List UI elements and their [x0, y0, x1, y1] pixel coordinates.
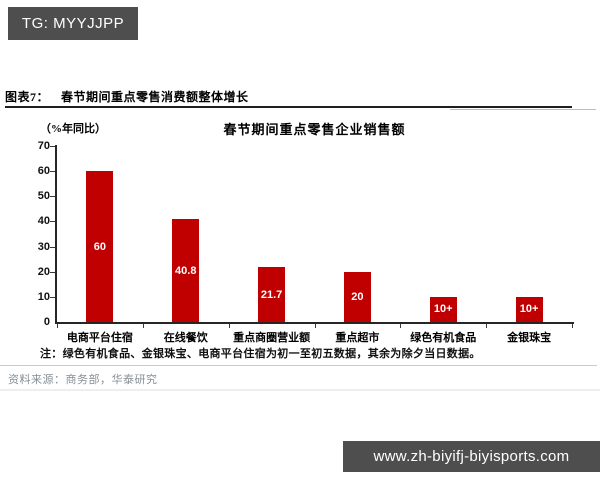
bar-value-label: 10+	[519, 303, 539, 316]
bar-value-label: 60	[93, 240, 107, 253]
bar-value-label: 20	[351, 290, 364, 303]
figure-bottom-divider	[0, 389, 600, 391]
telegram-watermark-text: TG: MYYJJPP	[21, 15, 125, 32]
y-axis-unit-label: （%年同比）	[40, 123, 106, 135]
x-category-label: 重点商圈营业额	[233, 332, 311, 344]
figure-title: 春节期间重点零售消费额整体增长	[61, 90, 249, 104]
y-tick-mark	[50, 146, 55, 147]
y-tick-label: 40	[37, 215, 50, 228]
x-tick-mark	[572, 324, 573, 328]
figure-number-label: 图表7：	[5, 90, 50, 104]
x-category-label: 在线餐饮	[163, 332, 208, 344]
telegram-watermark-banner: TG: MYYJJPP	[8, 7, 138, 40]
x-axis-labels: 电商平台住宿 在线餐饮 重点商圈营业额 重点超市 绿色有机食品 金银珠宝	[57, 329, 572, 345]
x-tick-mark	[314, 324, 316, 328]
website-watermark-banner: www.zh-biyifj-biyisports.com	[343, 441, 600, 472]
bar: 10+	[515, 296, 543, 322]
x-tick-mark	[142, 324, 144, 328]
y-tick-mark	[50, 246, 55, 248]
y-tick-mark	[50, 271, 55, 273]
x-axis-line	[55, 322, 574, 324]
bar: 10+	[429, 296, 457, 322]
bar: 21.7	[258, 267, 286, 322]
y-tick-label: 10	[37, 290, 50, 303]
y-tick-label: 20	[37, 265, 50, 278]
y-tick-label: 70	[37, 140, 50, 152]
y-axis-labels: 0 10 20 30 40 50 60 70	[0, 140, 50, 328]
bar: 40.8	[172, 219, 200, 322]
x-category-label: 金银珠宝	[507, 332, 552, 344]
data-source-text: 资料来源：商务部，华泰研究	[8, 374, 158, 386]
bar-value-label: 40.8	[175, 264, 197, 277]
y-tick-mark	[50, 296, 55, 298]
bar: 20	[343, 271, 371, 322]
chart-note: 注：绿色有机食品、金银珠宝、电商平台住宿为初一至初五数据，其余为除夕当日数据。	[40, 348, 481, 360]
y-tick-label: 0	[43, 316, 50, 328]
website-watermark-text: www.zh-biyifj-biyisports.com	[373, 448, 570, 465]
y-axis-line	[55, 145, 57, 324]
x-category-label: 重点超市	[335, 332, 380, 344]
header-divider	[5, 106, 572, 108]
source-divider	[0, 365, 597, 366]
figure-header: 图表7： 春节期间重点零售消费额整体增长	[5, 88, 249, 105]
y-tick-mark	[50, 221, 55, 223]
x-category-label: 电商平台住宿	[66, 332, 133, 344]
bar: 60	[86, 171, 114, 322]
y-tick-mark	[50, 196, 55, 198]
plot-area: 60 40.8 21.7 20 10+ 10+	[50, 145, 574, 328]
y-tick-label: 30	[37, 240, 50, 253]
bar-value-label: 10+	[433, 303, 453, 316]
header-divider-extension	[450, 109, 596, 110]
bar-value-label: 21.7	[260, 288, 283, 301]
x-category-label: 绿色有机食品	[410, 332, 477, 344]
x-tick-mark	[486, 324, 488, 328]
x-tick-mark	[57, 324, 58, 328]
x-tick-mark	[400, 324, 402, 328]
y-tick-mark	[50, 171, 55, 173]
y-tick-label: 60	[37, 165, 50, 178]
y-tick-label: 50	[37, 190, 50, 203]
x-tick-mark	[228, 324, 230, 328]
chart-title: 春节期间重点零售企业销售额	[223, 122, 406, 137]
